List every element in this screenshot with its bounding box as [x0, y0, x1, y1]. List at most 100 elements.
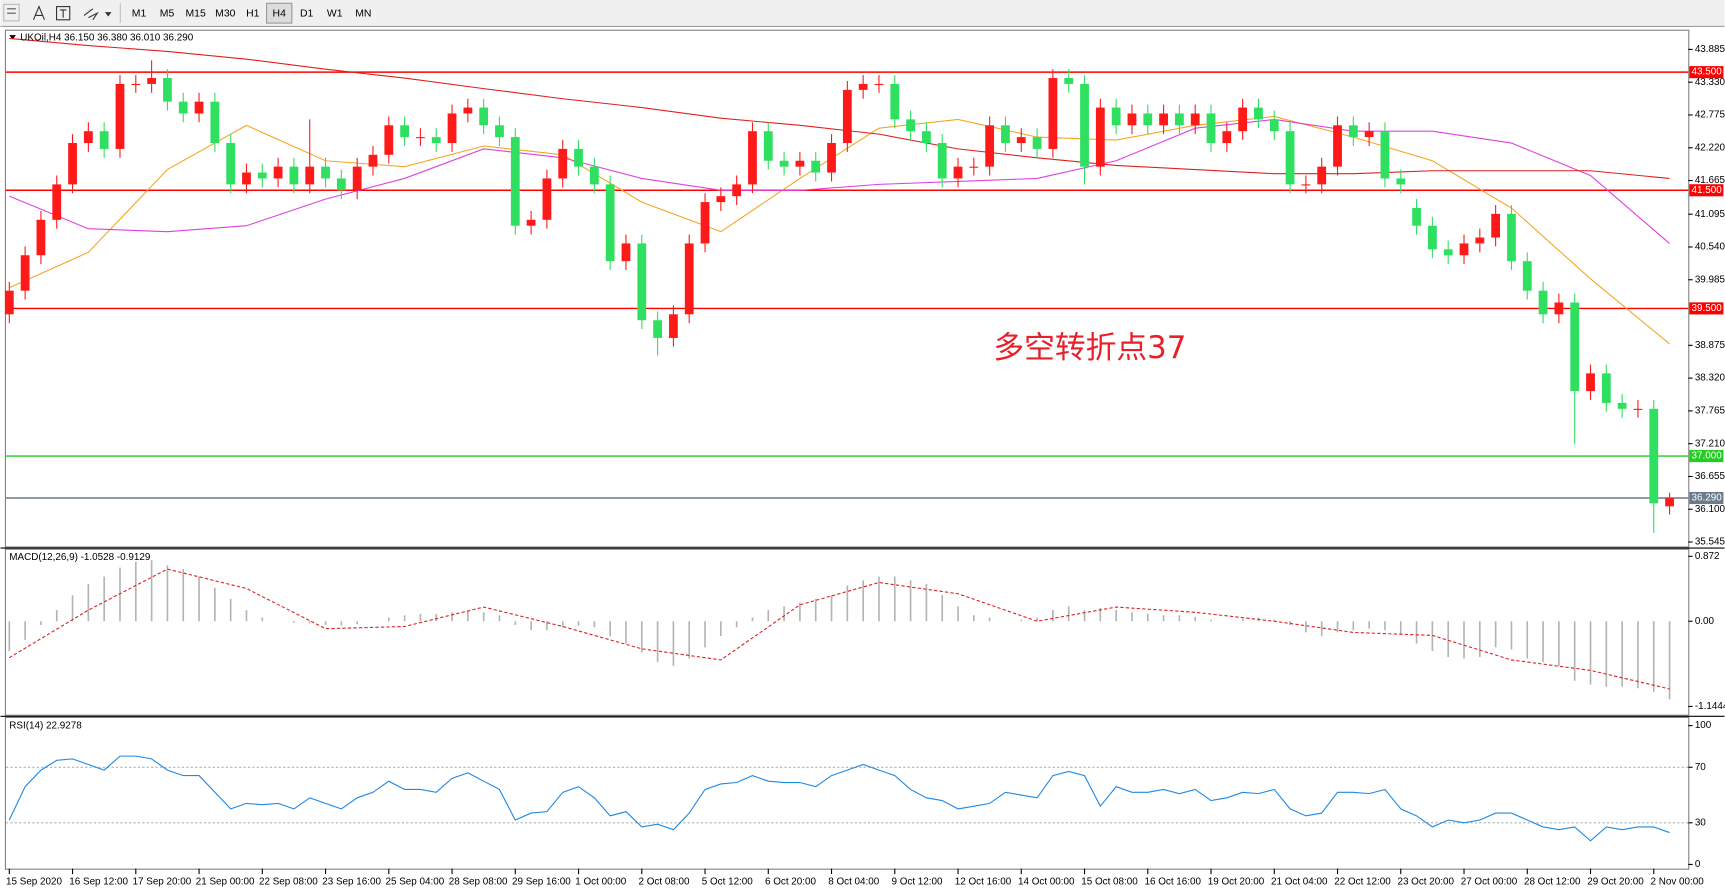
moving-average	[9, 118, 1670, 244]
candle-body	[1443, 249, 1453, 256]
candle-body	[463, 107, 473, 114]
timeframe-button[interactable]: H4	[273, 9, 287, 20]
level-price-label: 43.500	[1692, 67, 1723, 78]
y-tick-label: 30	[1695, 817, 1706, 828]
level-price-label: 36.290	[1692, 493, 1723, 504]
candle-body	[400, 125, 410, 138]
candle-body	[890, 83, 900, 120]
candle-body	[732, 184, 742, 197]
level-price-box	[1689, 450, 1724, 463]
candle-body	[795, 160, 805, 167]
y-tick-label: 41.665	[1695, 175, 1725, 186]
x-tick-label: 22 Oct 12:00	[1334, 876, 1391, 887]
rsi-panel-border	[4, 716, 1690, 870]
y-tick-label: 38.320	[1695, 373, 1725, 384]
timeframe-button[interactable]: W1	[327, 9, 343, 20]
candle-body	[1143, 113, 1153, 126]
candle-body	[1254, 107, 1263, 120]
candle-body	[684, 243, 694, 315]
candle-body	[1617, 402, 1627, 409]
candle-body	[273, 166, 283, 179]
y-tick-label: 41.095	[1695, 209, 1725, 220]
candle-body	[969, 166, 979, 168]
x-tick-label: 15 Sep 2020	[6, 876, 63, 887]
timeframe-button[interactable]: M5	[160, 9, 175, 20]
candle-body	[1222, 131, 1232, 144]
candle-body	[1570, 302, 1580, 392]
candle-body	[558, 148, 568, 179]
candle-body	[1522, 261, 1532, 291]
level-price-box	[1689, 491, 1724, 505]
x-tick-label: 27 Oct 00:00	[1461, 876, 1518, 887]
candle-body	[842, 89, 852, 144]
candle-body	[779, 160, 789, 167]
candle-body	[1016, 137, 1026, 144]
candle-body	[510, 137, 520, 226]
candle-body	[36, 219, 46, 256]
candle-body	[447, 113, 457, 144]
x-tick-label: 1 Oct 00:00	[575, 876, 627, 887]
level-price-label: 37.000	[1692, 451, 1723, 462]
timeframe-button[interactable]: M15	[185, 9, 205, 20]
candle-body	[1380, 131, 1390, 179]
x-tick-label: 28 Sep 08:00	[449, 876, 508, 887]
x-tick-label: 2 Oct 08:00	[638, 876, 690, 887]
candle-body	[321, 166, 330, 179]
candle-body	[147, 78, 157, 84]
candle-body	[4, 290, 14, 315]
macd-panel-border	[4, 548, 1690, 716]
y-tick-label: 0.872	[1695, 551, 1720, 562]
candle-body	[906, 119, 915, 132]
x-tick-label: 2 Nov 00:00	[1650, 876, 1704, 887]
candle-body	[1127, 113, 1137, 126]
candle-body	[1348, 125, 1358, 138]
candle-body	[653, 320, 662, 338]
x-tick-label: 9 Oct 12:00	[891, 876, 943, 887]
macd-signal	[8, 568, 1670, 690]
candle-body	[1238, 107, 1248, 132]
x-tick-label: 23 Oct 20:00	[1397, 876, 1454, 887]
candle-body	[305, 166, 315, 185]
symbol-menu-arrow[interactable]	[9, 35, 16, 40]
candle-body	[1396, 178, 1406, 185]
label-tool[interactable]	[56, 6, 71, 21]
candle-body	[479, 107, 489, 126]
cursor-tool[interactable]	[3, 3, 20, 22]
candle-body	[226, 143, 236, 185]
candle-body	[52, 184, 62, 220]
timeframe-button[interactable]: D1	[300, 9, 314, 20]
candle-body	[1269, 119, 1279, 132]
candle-body	[115, 83, 125, 149]
candle-body	[1507, 213, 1516, 262]
timeframe-button[interactable]: M30	[215, 9, 235, 20]
arrows-tool[interactable]	[83, 8, 112, 21]
chart-area	[0, 29, 1725, 870]
candle-body	[874, 83, 884, 86]
candle-body	[1491, 213, 1501, 238]
panel-candlestick: 35.545 36.100 36.655 37.210 37.765 38.320 38.8…	[4, 37, 1725, 887]
x-tick-label: 14 Oct 00:00	[1018, 876, 1075, 887]
level-price-box	[1689, 184, 1724, 197]
main-title: UKOil,H4 36.150 36.380 36.010 36.290	[20, 33, 193, 44]
timeframe-button[interactable]: H1	[246, 9, 260, 20]
text-tool[interactable]	[32, 5, 45, 21]
timeframe-button[interactable]: M1	[132, 9, 147, 20]
panel-rsi: 0 30 70 100	[5, 720, 1712, 870]
main-panel-border	[4, 29, 1690, 548]
candle-body	[178, 101, 188, 114]
panel-macd: -1.1444 0.00 0.872	[8, 551, 1725, 712]
candle-body	[1364, 131, 1374, 138]
x-tick-label: 6 Oct 20:00	[765, 876, 817, 887]
candle-body	[621, 243, 631, 262]
y-tick-label: 37.765	[1695, 406, 1725, 417]
candle-body	[1586, 373, 1595, 392]
candle-body	[1159, 113, 1168, 126]
candle-body	[637, 243, 647, 321]
x-tick-label: 19 Oct 20:00	[1208, 876, 1265, 887]
y-tick-label: 39.985	[1695, 274, 1725, 285]
timeframe-button[interactable]: MN	[355, 9, 371, 20]
x-tick-label: 29 Sep 16:00	[512, 876, 571, 887]
y-tick-label: 37.210	[1695, 438, 1725, 449]
candle-body	[194, 101, 204, 114]
